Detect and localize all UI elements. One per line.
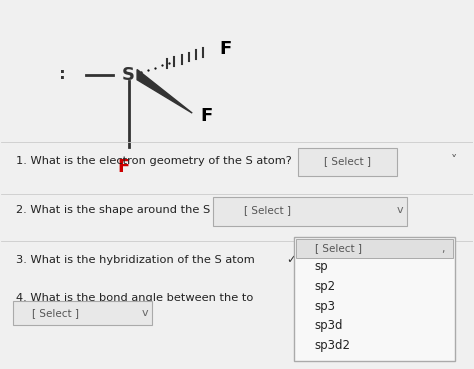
Text: F: F <box>201 107 213 125</box>
Text: [ Select ]: [ Select ] <box>32 308 79 318</box>
Text: [ Select ]: [ Select ] <box>324 156 371 166</box>
Text: ,: , <box>442 244 445 254</box>
FancyBboxPatch shape <box>298 148 397 176</box>
Text: [ Select ]: [ Select ] <box>315 244 362 254</box>
Text: F: F <box>118 158 130 176</box>
Text: [ Select ]: [ Select ] <box>244 205 291 215</box>
Text: sp3d: sp3d <box>315 319 343 332</box>
Text: sp3d2: sp3d2 <box>315 339 351 352</box>
Text: F: F <box>219 40 231 58</box>
Text: S: S <box>122 66 135 84</box>
Text: 3. What is the hybridization of the S atom: 3. What is the hybridization of the S at… <box>16 255 254 265</box>
Text: ˅: ˅ <box>451 154 457 167</box>
FancyBboxPatch shape <box>294 237 455 361</box>
Text: sp3: sp3 <box>315 300 336 313</box>
Text: sp2: sp2 <box>315 280 336 293</box>
Text: ✓: ✓ <box>286 253 296 266</box>
Text: v: v <box>142 308 148 318</box>
Text: 4. What is the bond angle between the to: 4. What is the bond angle between the to <box>16 293 253 303</box>
FancyBboxPatch shape <box>213 197 407 226</box>
FancyBboxPatch shape <box>13 301 152 325</box>
Text: 1. What is the electron geometry of the S atom?: 1. What is the electron geometry of the … <box>16 156 292 166</box>
Text: sp: sp <box>315 260 328 273</box>
FancyBboxPatch shape <box>296 239 453 258</box>
Text: 2. What is the shape around the S atom?: 2. What is the shape around the S atom? <box>16 205 249 215</box>
Text: v: v <box>396 205 403 215</box>
Text: :: : <box>57 65 68 83</box>
Polygon shape <box>137 69 192 113</box>
